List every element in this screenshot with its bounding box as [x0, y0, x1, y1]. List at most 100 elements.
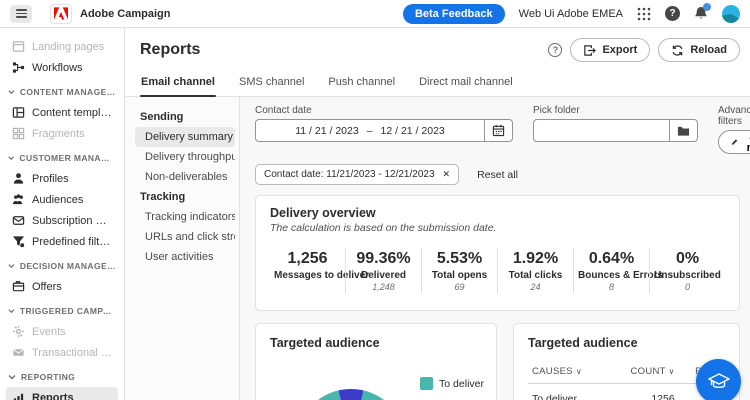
- contact-date-range-input[interactable]: 11 / 21 / 2023 – 12 / 21 / 2023: [255, 119, 513, 142]
- calendar-icon[interactable]: [484, 120, 512, 141]
- audience-donut-chart: [296, 389, 406, 400]
- top-bar: Adobe Campaign Beta Feedback Web Ui Adob…: [0, 0, 750, 28]
- reset-all-link[interactable]: Reset all: [477, 168, 518, 181]
- envelope-icon: [13, 348, 24, 356]
- subnav-group-tracking: Tracking: [140, 191, 186, 203]
- filter-chip-contact-date[interactable]: Contact date: 11/21/2023 - 12/21/2023 ✕: [255, 164, 460, 185]
- channel-tabs: Email channel SMS channel Push channel D…: [125, 66, 750, 97]
- table-row: To deliver 1256: [528, 383, 725, 400]
- targeted-audience-table-title: Targeted audience: [528, 336, 638, 350]
- sidebar-item-offers[interactable]: Offers: [6, 276, 118, 297]
- reload-icon: [672, 44, 683, 56]
- subnav-item-delivery-summary[interactable]: Delivery summary: [135, 127, 235, 147]
- report-subnav: Sending Delivery summary Delivery throug…: [125, 97, 240, 400]
- add-rules-button[interactable]: Add rules: [718, 130, 750, 154]
- pencil-icon: [731, 138, 738, 145]
- left-sidebar: Landing pages Workflows CONTENT MANAGEME…: [0, 28, 125, 400]
- chevron-down-icon: [8, 375, 16, 380]
- app-switcher-grid-icon[interactable]: [637, 7, 651, 21]
- learning-fab-button[interactable]: [696, 359, 741, 400]
- adobe-logo-icon: [50, 3, 72, 24]
- sidebar-item-landing-pages[interactable]: Landing pages: [6, 36, 118, 57]
- sidebar-item-workflows[interactable]: Workflows: [6, 57, 118, 78]
- report-panel: Contact date 11 / 21 / 2023 – 12 / 21 / …: [240, 97, 750, 400]
- chevron-down-icon: [8, 90, 15, 95]
- folder-icon[interactable]: [669, 120, 697, 141]
- pick-folder-label: Pick folder: [533, 105, 580, 116]
- hamburger-menu-icon[interactable]: [10, 4, 32, 23]
- notifications-bell-icon[interactable]: [694, 3, 711, 21]
- fragments-icon: [12, 127, 25, 140]
- sidebar-section-decision-management[interactable]: DECISION MANAGEMENT: [6, 256, 118, 276]
- legend-item-to-deliver: To deliver: [420, 377, 484, 390]
- report-info-icon[interactable]: ?: [548, 43, 563, 57]
- sidebar-item-audiences[interactable]: Audiences: [6, 189, 118, 210]
- stat-messages-to-deliver: 1,256 Messages to deliver: [274, 250, 370, 281]
- reload-button[interactable]: Reload: [658, 38, 740, 62]
- sidebar-item-reports[interactable]: Reports: [6, 387, 118, 400]
- sidebar-item-predefined-filters[interactable]: Predefined filters: [6, 231, 118, 252]
- targeted-audience-chart-card: Targeted audience To deliver: [255, 323, 497, 400]
- offers-icon: [12, 280, 25, 292]
- notification-badge: [703, 3, 711, 11]
- subnav-item-delivery-throughput[interactable]: Delivery throughput: [145, 151, 235, 163]
- delivery-overview-subtitle: The calculation is based on the submissi…: [270, 222, 497, 234]
- sidebar-section-reporting[interactable]: REPORTING: [6, 367, 118, 387]
- beta-feedback-button[interactable]: Beta Feedback: [402, 3, 505, 24]
- sidebar-section-content-management[interactable]: CONTENT MANAGEMENT: [6, 82, 118, 102]
- date-end-value[interactable]: 12 / 21 / 2023: [380, 124, 445, 137]
- pick-folder-input[interactable]: [534, 124, 669, 137]
- tab-sms-channel[interactable]: SMS channel: [238, 76, 305, 88]
- subnav-item-urls-click-streams[interactable]: URLs and click streams: [145, 231, 235, 243]
- sidebar-section-customer-management[interactable]: CUSTOMER MANAGEMENT: [6, 148, 118, 168]
- sidebar-item-events[interactable]: Events: [6, 321, 118, 342]
- stat-unsubscribed: 0% Unsubscribed 0: [649, 248, 725, 294]
- subnav-item-tracking-indicators[interactable]: Tracking indicators: [145, 211, 235, 223]
- content-template-icon: [12, 107, 25, 118]
- chevron-down-icon: [8, 156, 15, 160]
- chip-close-icon[interactable]: ✕: [442, 169, 451, 179]
- subnav-item-non-deliverables[interactable]: Non-deliverables: [145, 171, 228, 183]
- delivery-overview-title: Delivery overview: [270, 206, 376, 220]
- tab-push-channel[interactable]: Push channel: [328, 76, 396, 88]
- help-icon[interactable]: ?: [665, 6, 680, 21]
- org-name[interactable]: Web Ui Adobe EMEA: [518, 7, 623, 20]
- advanced-filters-label: Advanced filters: [718, 105, 750, 127]
- column-header-count[interactable]: COUNT ∨: [607, 360, 679, 384]
- chart-legend: To deliver: [420, 377, 484, 400]
- gear-icon: [12, 325, 25, 338]
- subnav-item-user-activities[interactable]: User activities: [145, 251, 214, 263]
- sidebar-item-profiles[interactable]: Profiles: [6, 168, 118, 189]
- delivery-overview-card: Delivery overview The calculation is bas…: [255, 195, 740, 311]
- targeted-audience-chart-title: Targeted audience: [270, 336, 380, 350]
- landing-page-icon: [12, 41, 25, 52]
- chevron-down-icon: [8, 264, 15, 269]
- tab-direct-mail-channel[interactable]: Direct mail channel: [419, 76, 513, 88]
- workflow-icon: [12, 62, 25, 73]
- graduation-cap-icon: [707, 372, 730, 388]
- sort-chevron-icon: ∨: [575, 367, 582, 376]
- subscription-envelope-icon: [12, 216, 25, 225]
- stat-total-clicks: 1.92% Total clicks 24: [497, 248, 573, 294]
- date-start-value[interactable]: 11 / 21 / 2023: [295, 124, 359, 137]
- export-button[interactable]: Export: [570, 38, 651, 62]
- stat-bounces-errors: 0.64% Bounces & Errors 8: [573, 248, 663, 294]
- sidebar-item-content-templates[interactable]: Content templates: [6, 102, 118, 123]
- legend-swatch: [420, 377, 434, 390]
- tab-email-channel[interactable]: Email channel: [140, 72, 216, 97]
- subnav-group-sending: Sending: [140, 111, 184, 123]
- contact-date-label: Contact date: [255, 105, 312, 116]
- filter-funnel-icon: [12, 236, 25, 248]
- main-area: Reports ? Export Reload Email channel SM…: [125, 28, 750, 400]
- stat-total-opens: 5.53% Total opens 69: [421, 248, 497, 294]
- date-range-separator: –: [366, 124, 373, 137]
- sidebar-item-transactional-messages[interactable]: Transactional messages: [6, 342, 118, 363]
- user-avatar[interactable]: [722, 4, 740, 23]
- export-icon: [584, 44, 597, 56]
- sort-chevron-icon: ∨: [668, 367, 675, 376]
- column-header-causes[interactable]: CAUSES ∨: [528, 360, 608, 384]
- sidebar-item-subscription-services[interactable]: Subscription services: [6, 210, 118, 231]
- people-group-icon: [12, 194, 23, 205]
- sidebar-section-triggered-campaigns[interactable]: TRIGGERED CAMPAIGNS: [6, 301, 118, 321]
- sidebar-item-fragments[interactable]: Fragments: [6, 123, 118, 144]
